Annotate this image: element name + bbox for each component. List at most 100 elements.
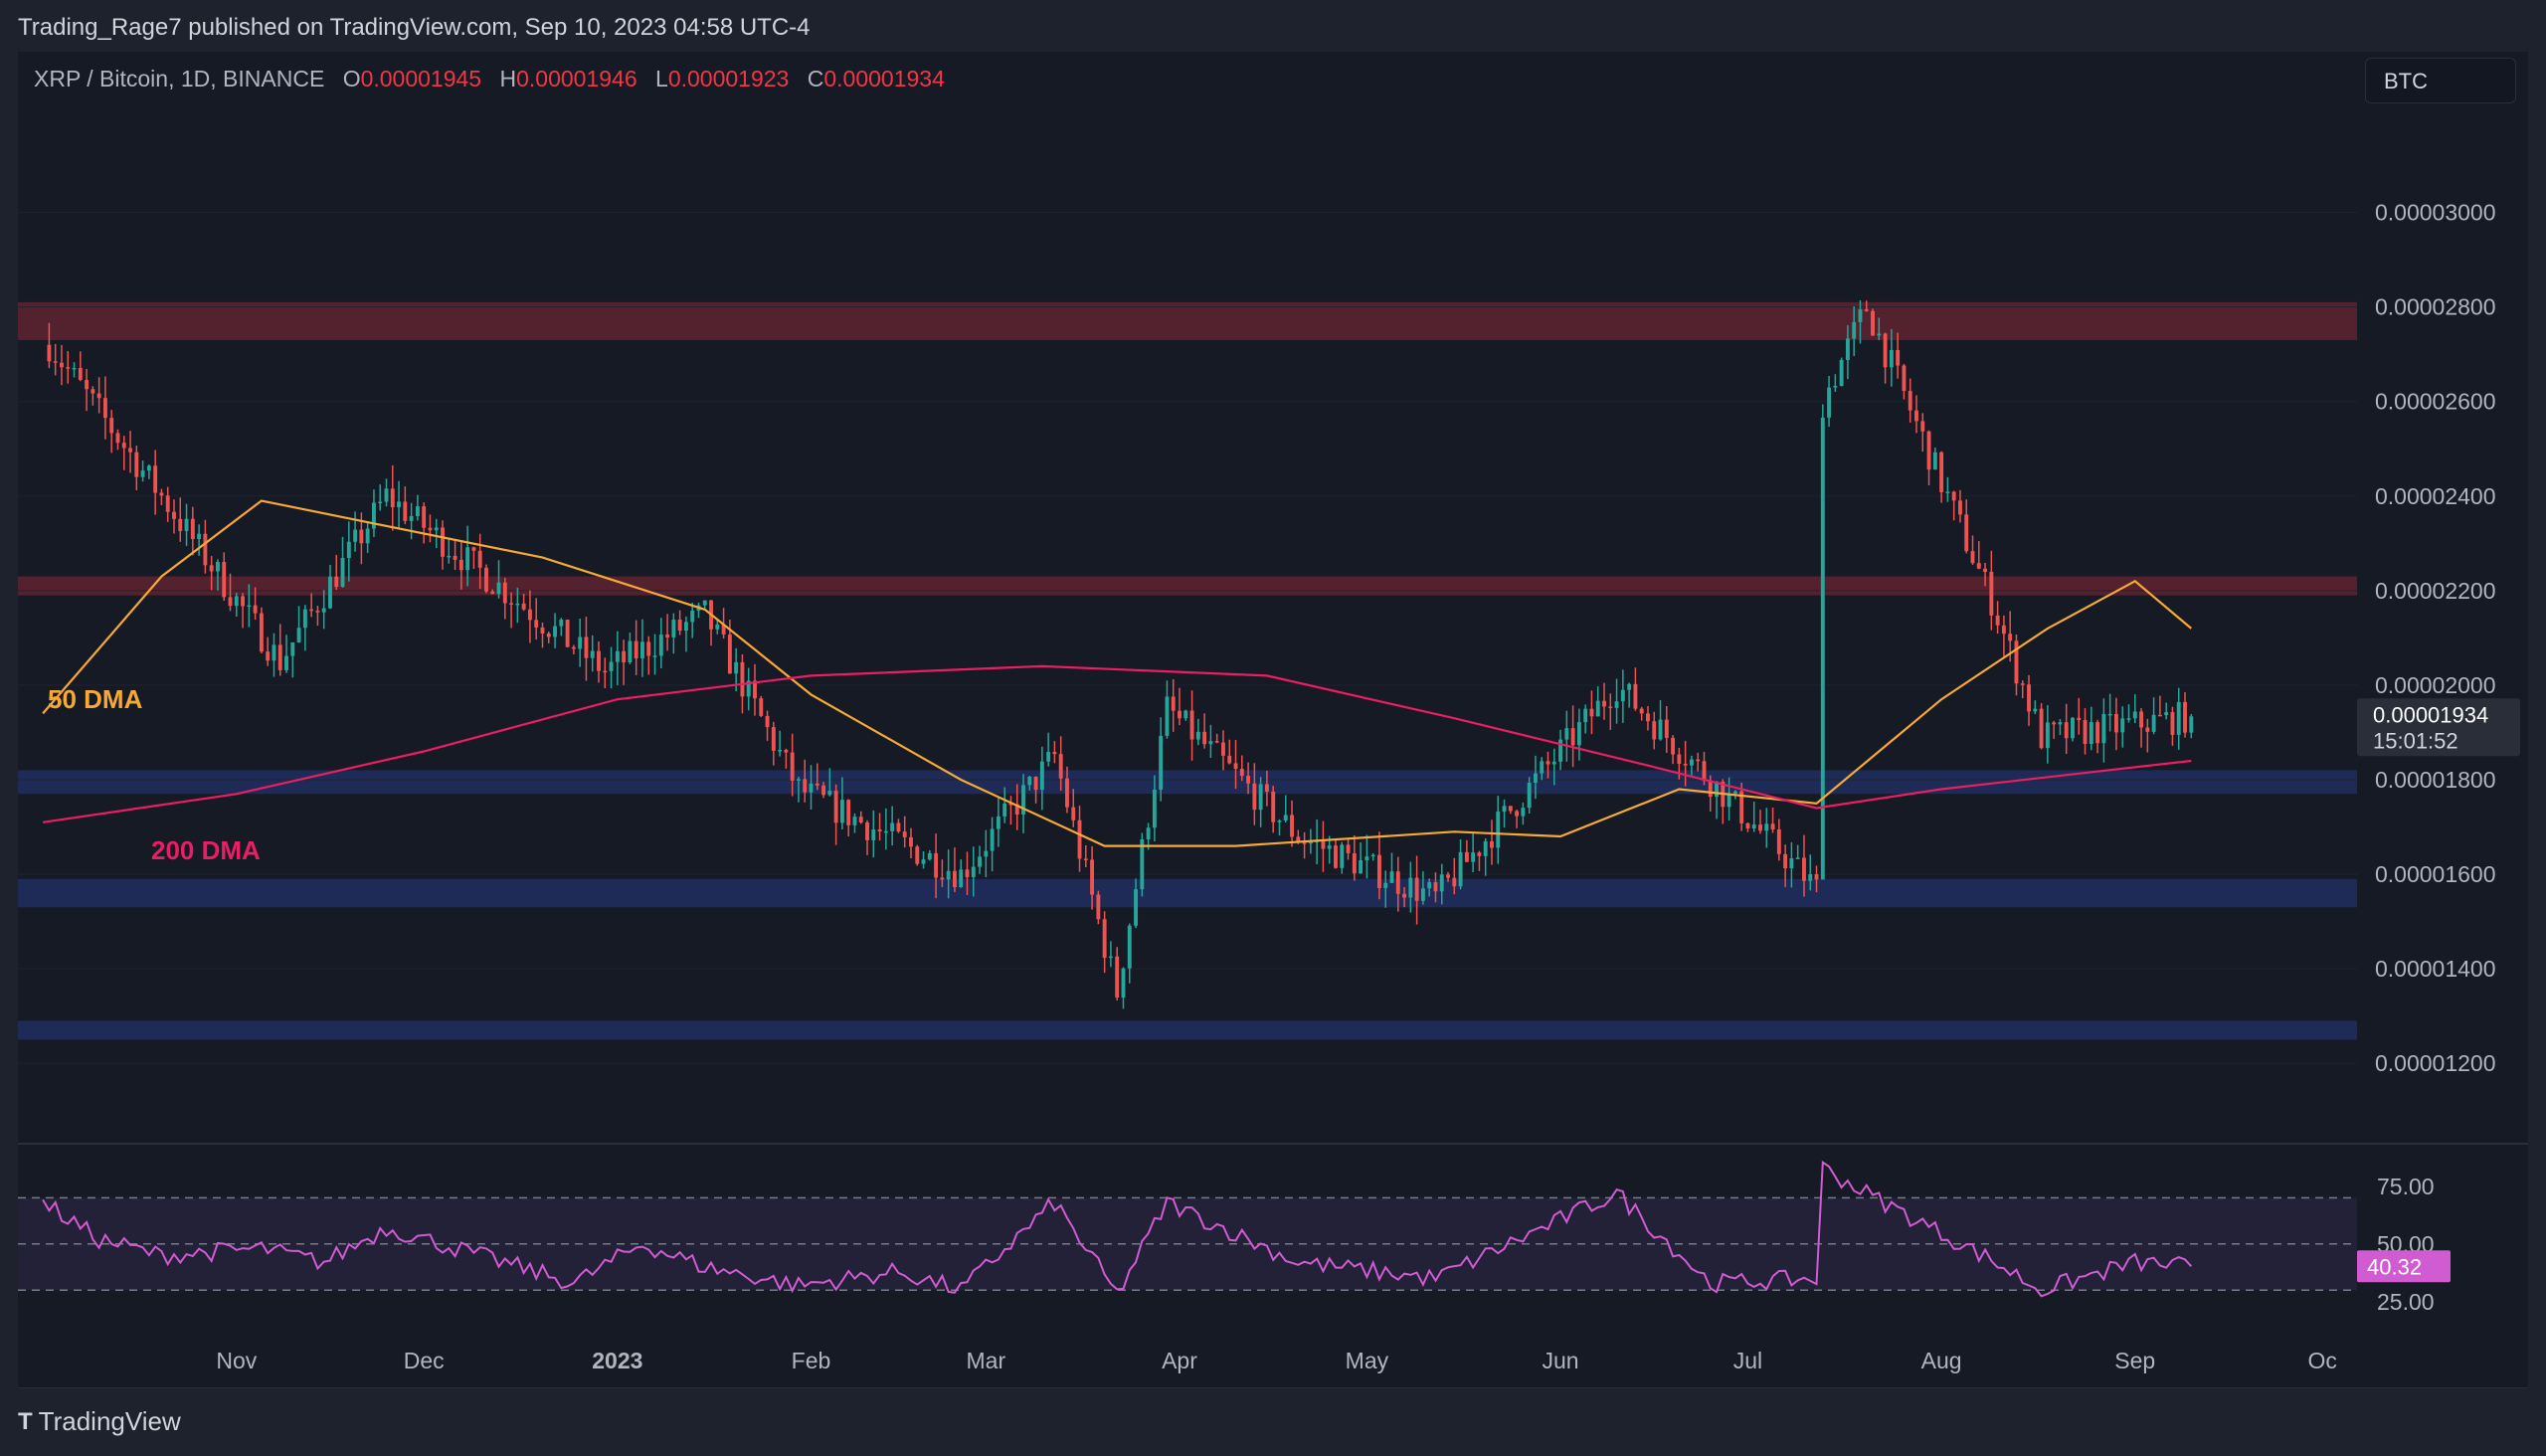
candle-body [496,582,501,595]
candle-body [1364,856,1369,860]
currency-button[interactable]: BTC [2365,58,2516,103]
candle-body [1383,882,1388,888]
candle-body [1715,781,1719,798]
candle [1914,395,1918,434]
candle [1152,775,1157,841]
candle-body [247,605,252,608]
brand[interactable]: T TradingView [18,1406,181,1437]
candle-body [1458,851,1463,887]
candle [1115,947,1120,1001]
time-tick-label: Nov [216,1348,257,1373]
candle-body [959,869,964,888]
candle [622,639,627,685]
candle-body [871,829,876,840]
candle-body [578,637,583,649]
symbol-label[interactable]: XRP / Bitcoin, 1D, BINANCE [34,66,325,91]
candle [1008,796,1013,825]
candle [2027,674,2031,726]
candle [1845,325,1850,380]
price-chart-svg[interactable]: 0.00003000 0.00002800 0.00002600 0.00002400… [18,52,2528,1389]
chart-area[interactable]: 0.00003000 0.00002800 0.00002600 0.00002400… [18,52,2528,1389]
candle-body [371,502,376,529]
candle [959,859,964,888]
candle [403,486,408,525]
candle [428,514,433,543]
candle [1983,562,1988,587]
candle-body [1346,844,1351,853]
candle-body [559,620,564,627]
candle [1039,746,1044,811]
candle [165,486,170,522]
candle-body [515,603,520,606]
candle-body [91,389,95,394]
candle [1102,911,1107,974]
candle-body [1359,859,1364,874]
candle [222,552,227,602]
candle-body [2052,722,2057,725]
candle-body [1633,683,1638,709]
candle [839,777,844,829]
candle [1989,550,1994,631]
candle-body [2077,717,2082,721]
candle-body [584,637,589,658]
candle [934,833,939,899]
candle-body [865,822,869,840]
candle-body [121,443,126,449]
candle-body [153,465,158,493]
candle [1802,834,1806,897]
candle-body [746,680,751,697]
candle [615,631,620,686]
candle-body [1014,804,1019,815]
candle-body [209,565,214,572]
candle [1420,871,1425,905]
candle [2001,615,2006,657]
candle-body [1689,759,1694,766]
candle [909,827,913,859]
candle [696,602,701,619]
candle [2033,700,2038,715]
candle-body [1271,791,1276,822]
candle-body [553,626,557,637]
candle-body [222,562,227,598]
candle-body [1334,845,1338,868]
candle-body [1227,755,1232,764]
candle-body [1776,829,1781,854]
candle [709,600,713,646]
candle [1433,872,1438,903]
candle-body [1639,708,1644,714]
candle [2157,695,2162,717]
candle-body [952,870,957,888]
candle [2189,713,2194,739]
candle [990,817,995,872]
candle-body [1464,851,1469,862]
candle [1315,819,1320,864]
candle [290,641,295,678]
candle-body [1696,759,1701,762]
candle-body [2145,727,2150,732]
candle-body [1477,852,1482,856]
candle [309,593,314,618]
candle-body [234,596,239,607]
candle-body [2164,712,2169,715]
candle [1715,781,1719,819]
candle [215,559,220,591]
candle-body [909,836,913,847]
candle-body [1732,791,1737,794]
candle-body [1764,823,1769,831]
candle-body [1564,728,1569,740]
candle [1976,541,1981,570]
candle-body [1195,731,1200,740]
candle [447,538,452,564]
candle [2014,635,2019,696]
candle [490,589,495,595]
candle-body [1483,840,1488,856]
candle-body [1789,858,1794,869]
candle-body [1446,874,1450,878]
candle-body [877,829,882,831]
candle-body [197,533,202,540]
candle [1995,601,2000,635]
candle-body [1171,696,1176,711]
candle-body [490,591,495,595]
candle [746,667,751,711]
candle [1471,832,1476,873]
